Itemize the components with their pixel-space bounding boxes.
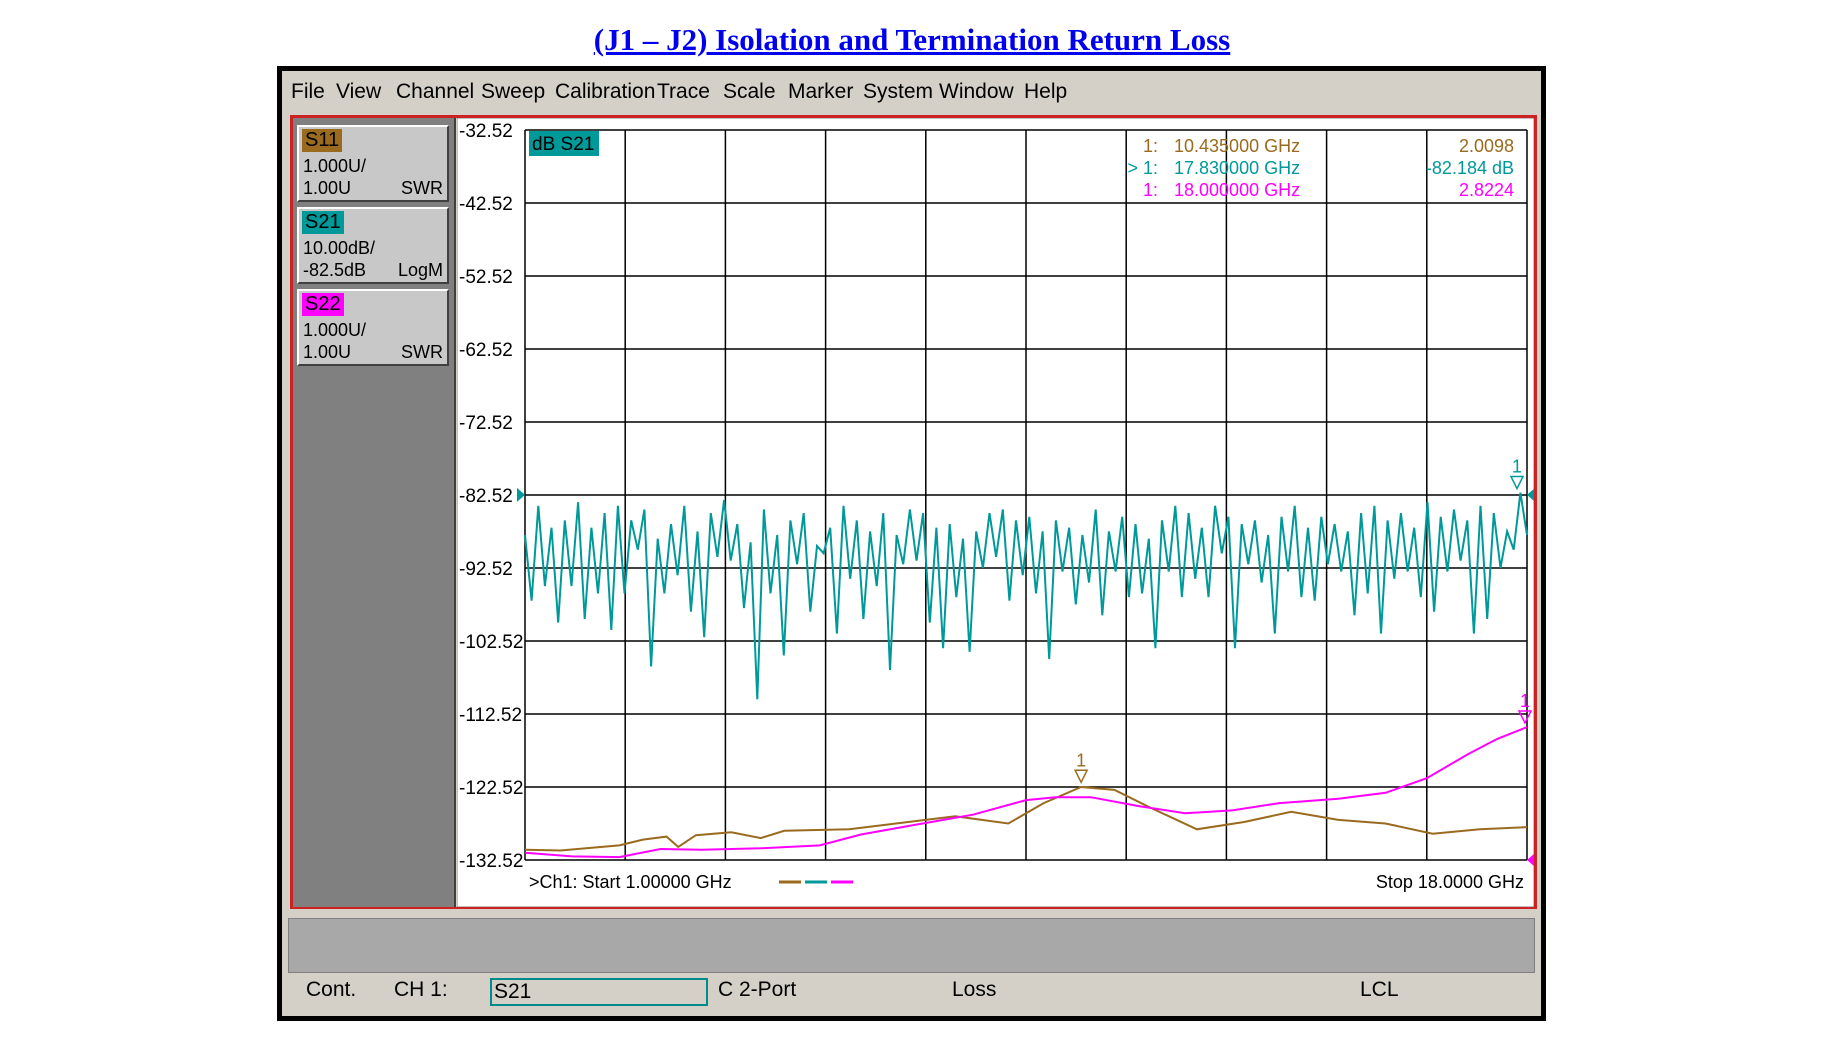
y-tick-label: -112.52 [459,705,522,726]
trace-scale: 1.000U/ [303,156,367,176]
display-frame [290,115,1537,910]
trace-name: S22 [302,293,344,316]
trace-name: S21 [302,211,344,234]
marker-s11 [1073,769,1089,784]
marker-value: 2.0098 [1459,136,1514,156]
y-tick-label: -122.52 [459,778,523,799]
status-bar: Cont. CH 1: S21 C 2-Port Loss LCL [282,973,1541,1007]
y-tick-label: -92.52 [459,559,513,580]
status-channel: CH 1: [394,978,448,1001]
status-active-trace[interactable]: S21 [490,978,708,1006]
marker-num: 1: [1143,136,1158,156]
y-tick-label: -42.52 [459,194,513,215]
marker-freq: 10.435000 GHz [1174,136,1300,156]
s11-trace [524,785,1528,852]
trace-scale: 10.00dB/ [303,238,376,258]
trace-ref: 1.00U [303,342,352,362]
marker-value: 2.8224 [1459,180,1514,200]
y-tick-label: -62.52 [459,340,513,361]
page-title: (J1 – J2) Isolation and Termination Retu… [593,22,1231,57]
trace-scale: 1.000U/ [303,320,367,340]
trace-label: dB S21 [532,134,594,155]
message-box [288,918,1535,973]
marker-num: 1: [1143,180,1158,200]
trace-name: S11 [302,129,343,152]
y-tick-label: -32.52 [459,121,513,142]
y-tick-label: -72.52 [459,413,513,434]
trace-label-bg [529,131,599,156]
y-tick-label: -132.52 [459,851,523,872]
menu-system[interactable]: System [863,80,934,103]
trace-panel: S11 1.000U/ 1.00U SWR S21 10.00dB/ -82.5… [293,118,456,907]
vna-window: File View Channel Sweep Calibration Trac… [277,66,1546,1021]
status-mode: Cont. [306,978,357,1001]
menu-window[interactable]: Window [939,80,1014,103]
trace-box-s21[interactable]: S21 10.00dB/ -82.5dB LogM [297,207,449,284]
menu-view[interactable]: View [336,80,382,103]
y-tick-label: -102.52 [459,632,523,653]
plot-background [457,118,1534,907]
trace-format: LogM [397,260,443,280]
s21-ref-arrow-left [517,487,525,502]
s21-trace [524,492,1528,700]
plot-area[interactable]: -32.52 -42.52 -52.52 -62.52 -72.52 -82.52 -92.… [457,118,1534,907]
menu-trace[interactable]: Trace [657,80,710,103]
marker-s22-num: 1 [1520,691,1530,711]
marker-value: -82.184 dB [1426,158,1514,178]
y-tick-label: -82.52 [459,486,513,507]
trace-format: SWR [401,178,443,198]
trace-format: SWR [401,342,443,362]
s21-ref-arrow-right [1527,488,1534,501]
status-remote: LCL [1360,978,1399,1001]
s22-ref-arrow [1527,853,1534,867]
menu-sweep[interactable]: Sweep [481,80,546,103]
menu-scale[interactable]: Scale [723,80,776,103]
status-loss: Loss [952,978,997,1001]
menu-file[interactable]: File [291,80,325,103]
marker-freq: 18.000000 GHz [1174,180,1300,200]
marker-s21 [1509,475,1525,491]
marker-s21-num: 1 [1512,457,1522,477]
menu-channel[interactable]: Channel [396,80,475,103]
marker-num: > 1: [1127,158,1158,178]
window-body: File View Channel Sweep Calibration Trac… [282,71,1541,1016]
sweep-start-label: >Ch1: Start 1.00000 GHz [529,872,732,892]
trace-box-s22[interactable]: S22 1.000U/ 1.00U SWR [297,289,449,366]
marker-freq: 17.830000 GHz [1174,158,1300,178]
marker-s11-num: 1 [1076,750,1086,770]
sweep-stop-label: Stop 18.0000 GHz [1376,872,1524,892]
status-area: Cont. CH 1: S21 C 2-Port Loss LCL [282,909,1541,1007]
menu-calibration[interactable]: Calibration [555,80,656,103]
trace-ref: 1.00U [303,178,352,198]
s22-trace [524,726,1528,859]
menu-help[interactable]: Help [1024,80,1068,103]
trace-plot: -32.52 -42.52 -52.52 -62.52 -72.52 -82.52 -92.… [457,118,1534,907]
trace-ref: -82.5dB [303,260,367,280]
menu-bar: File View Channel Sweep Calibration Trac… [282,71,1541,111]
status-cal: C 2-Port [718,978,797,1001]
trace-box-s11[interactable]: S11 1.000U/ 1.00U SWR [297,125,449,202]
marker-s22 [1517,710,1533,725]
y-tick-label: -52.52 [459,267,513,288]
menu-marker[interactable]: Marker [788,80,854,103]
